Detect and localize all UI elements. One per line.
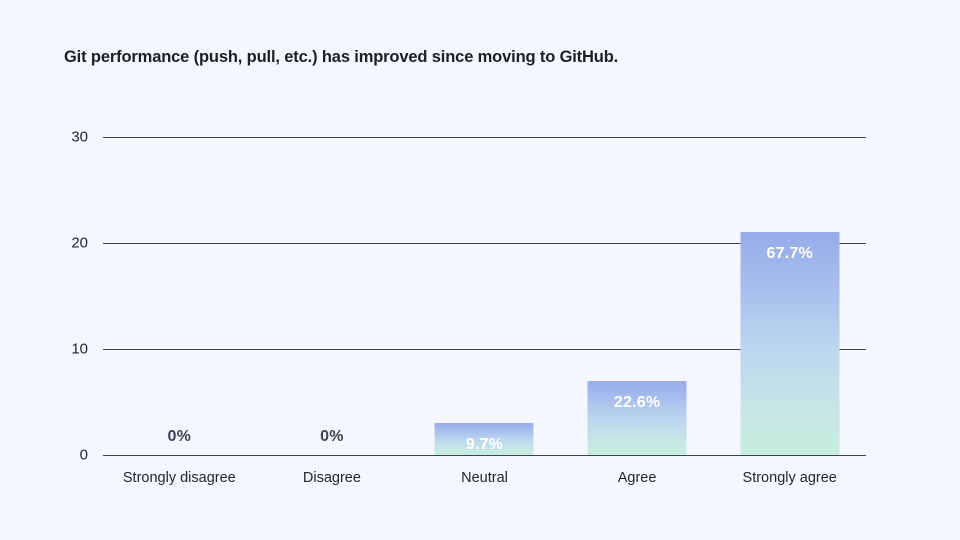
y-axis-tick-label: 20	[71, 234, 88, 252]
bar-value-label: 0%	[320, 428, 344, 445]
x-axis-labels: Strongly disagree Disagree Neutral Agree Str…	[103, 469, 866, 493]
y-axis-labels: 0 10 20 30	[12, 130, 88, 463]
gridline	[103, 349, 866, 350]
y-axis-tick-label: 10	[71, 340, 88, 358]
bar[interactable]	[434, 423, 534, 455]
bar-group[interactable]: 22.6%	[561, 137, 714, 455]
x-axis-tick-label: Strongly agree	[742, 470, 837, 486]
bar-series: 0% 0% 9.7% 22.6% 67.7%	[103, 137, 866, 455]
bar-group[interactable]: 67.7%	[713, 137, 866, 455]
x-axis-tick-label: Strongly disagree	[122, 470, 236, 486]
y-axis-tick-label: 0	[79, 446, 88, 464]
plot-area	[103, 137, 866, 456]
bar-value-label: 22.6%	[613, 393, 661, 411]
bar-value-label: 0%	[167, 428, 192, 445]
bar-group[interactable]: 9.7%	[408, 137, 561, 455]
gridline	[103, 137, 866, 138]
x-axis-tick-label: Disagree	[302, 470, 361, 486]
y-axis-tick-label: 30	[71, 128, 88, 146]
bar[interactable]	[587, 380, 687, 455]
chart-title: Git performance (push, pull, etc.) has i…	[64, 48, 619, 66]
bar-value-label: 9.7%	[465, 436, 504, 454]
gridline	[103, 455, 866, 456]
bar-group[interactable]: 0%	[103, 137, 256, 455]
bar-value-label: 67.7%	[766, 245, 813, 263]
bar-group[interactable]: 0%	[256, 137, 409, 455]
gridline	[103, 243, 866, 244]
x-axis-tick-label: Agree	[617, 470, 657, 486]
bar[interactable]	[740, 232, 840, 455]
x-axis-tick-label: Neutral	[461, 470, 508, 486]
